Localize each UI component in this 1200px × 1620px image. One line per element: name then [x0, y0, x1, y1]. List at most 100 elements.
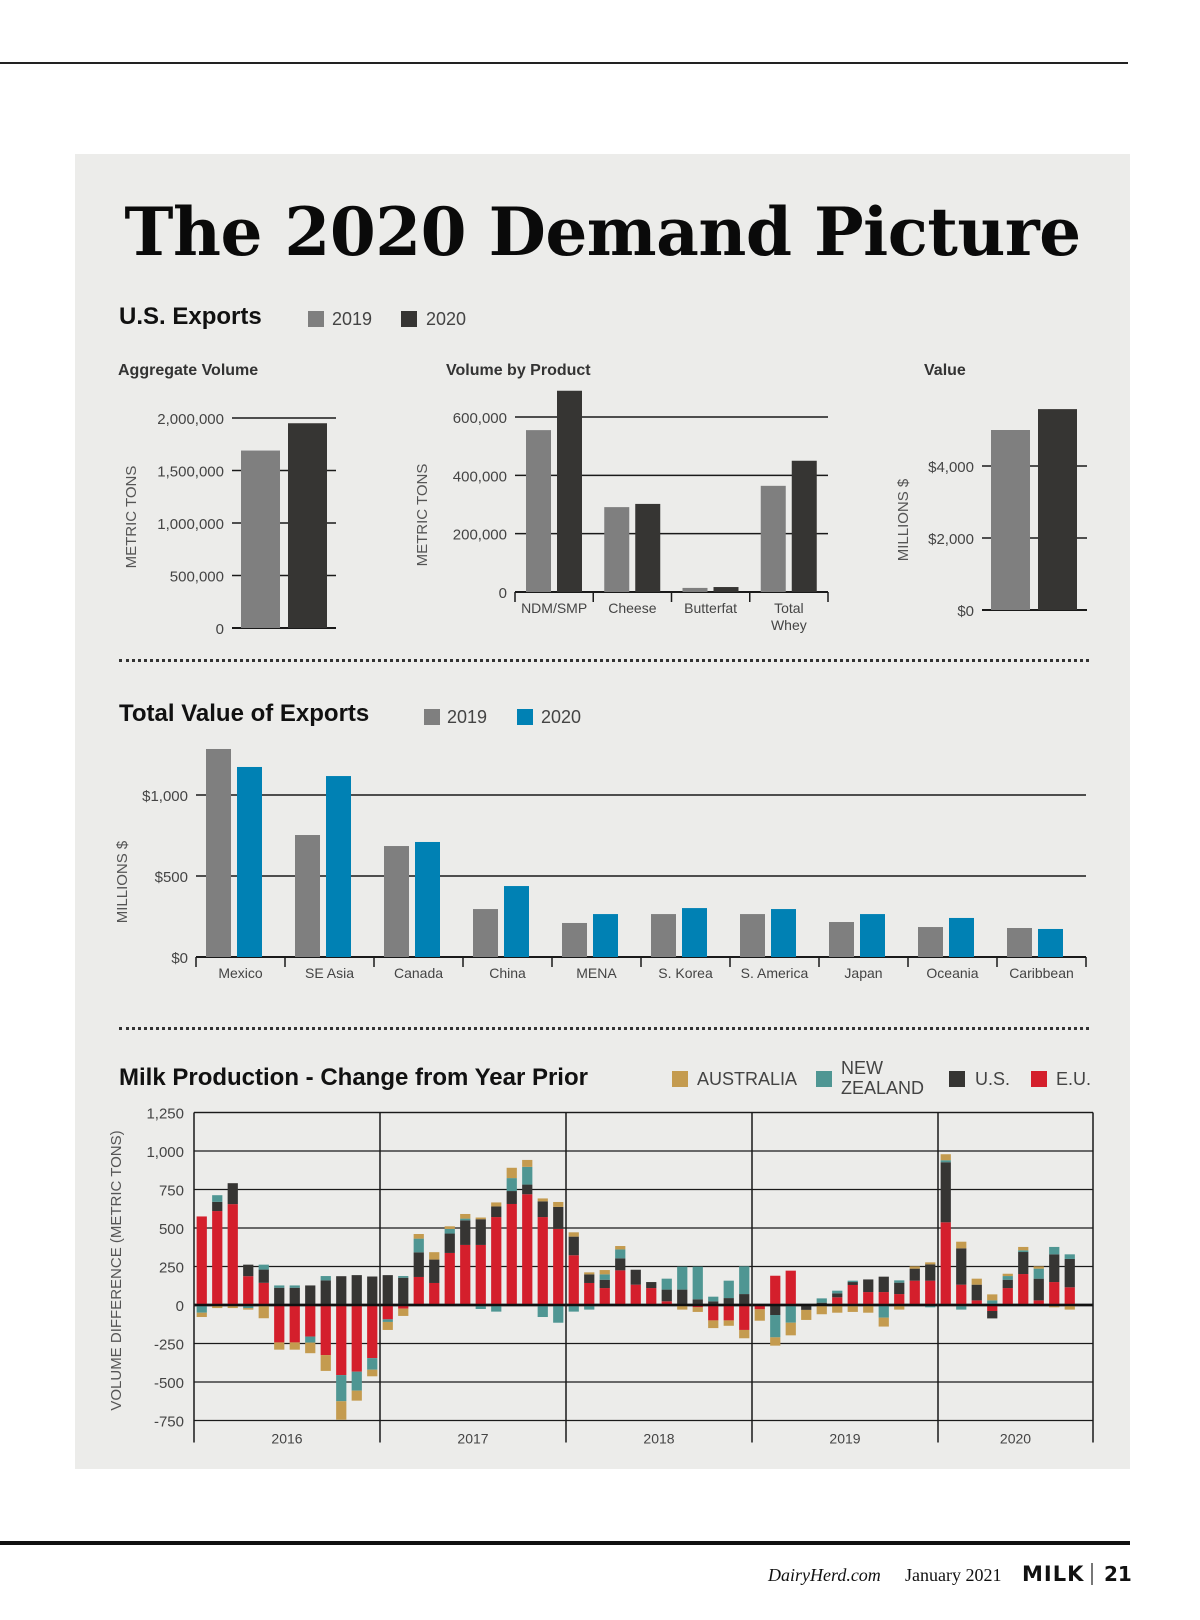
- bar-segment-u-s-: [739, 1294, 750, 1305]
- footer-separator: [1091, 1563, 1093, 1585]
- y-tick-label: 0: [176, 1298, 184, 1315]
- legend-label-new-zealand-line1: NEW: [841, 1058, 883, 1078]
- bar-segment-e-u-: [382, 1305, 393, 1320]
- bar-segment-new-zealand: [475, 1305, 486, 1310]
- x-tick-label: Whey: [771, 617, 807, 633]
- bar-segment-u-s-: [661, 1289, 672, 1302]
- bar-segment-australia: [243, 1308, 254, 1310]
- y-axis-title: METRIC TONS: [414, 464, 431, 567]
- bar-segment-e-u-: [956, 1284, 967, 1305]
- x-tick-label: NDM/SMP: [521, 600, 587, 616]
- bar-segment-australia: [1064, 1305, 1075, 1310]
- bar-2019: [241, 450, 280, 628]
- bar-segment-australia: [553, 1201, 564, 1207]
- y-tick-label: 200,000: [453, 527, 507, 544]
- bar-segment-new-zealand: [537, 1305, 548, 1318]
- bar-segment-u-s-: [646, 1282, 657, 1289]
- bar-segment-e-u-: [863, 1292, 874, 1305]
- bar-segment-e-u-: [351, 1305, 362, 1372]
- bar-segment-australia: [987, 1294, 998, 1301]
- bar-segment-u-s-: [289, 1287, 300, 1305]
- top-rule: [0, 62, 1128, 64]
- bar-segment-e-u-: [878, 1292, 889, 1305]
- bar-segment-u-s-: [398, 1277, 409, 1305]
- bar-segment-new-zealand: [444, 1228, 455, 1234]
- bar-2020-oceania: [949, 917, 974, 957]
- bar-segment-u-s-: [367, 1276, 378, 1305]
- y-tick-label: -500: [154, 1375, 184, 1392]
- bar-2019: [991, 430, 1030, 610]
- legend-swatch-new-zealand: [816, 1071, 832, 1087]
- bar-segment-e-u-: [754, 1305, 765, 1310]
- bar-segment-new-zealand: [723, 1280, 734, 1299]
- bar-segment-new-zealand: [522, 1166, 533, 1185]
- bar-segment-new-zealand: [987, 1300, 998, 1305]
- x-year-label: 2019: [829, 1431, 860, 1447]
- bar-segment-e-u-: [460, 1244, 471, 1305]
- bar-2019-butterfat: [682, 587, 708, 592]
- bar-segment-australia: [537, 1198, 548, 1202]
- bar-segment-e-u-: [475, 1244, 486, 1305]
- bar-segment-australia: [491, 1202, 502, 1207]
- legend-label-2019: 2019: [332, 309, 373, 329]
- bar-segment-u-s-: [475, 1219, 486, 1245]
- legend-swatch-2019: [308, 311, 324, 327]
- bar-segment-e-u-: [398, 1305, 409, 1309]
- bar-segment-new-zealand: [816, 1298, 827, 1303]
- bar-segment-e-u-: [537, 1217, 548, 1305]
- y-tick-label: 750: [159, 1183, 184, 1200]
- bar-segment-e-u-: [413, 1276, 424, 1305]
- bar-segment-new-zealand: [506, 1178, 517, 1192]
- y-tick-label: $2,000: [928, 531, 974, 548]
- bar-segment-new-zealand: [351, 1371, 362, 1391]
- bar-segment-e-u-: [1064, 1287, 1075, 1305]
- bar-segment-e-u-: [599, 1288, 610, 1305]
- bar-segment-e-u-: [630, 1284, 641, 1305]
- x-tick-label: Caribbean: [1009, 965, 1074, 981]
- bar-segment-new-zealand: [661, 1278, 672, 1290]
- footer-date: January 2021: [905, 1565, 1002, 1585]
- y-axis-title: MILLIONS $: [114, 840, 131, 923]
- bar-2020-cheese: [635, 503, 661, 592]
- bar-2020-se-asia: [326, 776, 351, 957]
- milk-production-title: Milk Production - Change from Year Prior: [119, 1064, 588, 1091]
- footer-site[interactable]: DairyHerd.com: [768, 1565, 881, 1585]
- bar-segment-e-u-: [847, 1284, 858, 1305]
- bar-segment-u-s-: [630, 1269, 641, 1285]
- bar-segment-u-s-: [940, 1162, 951, 1223]
- bar-segment-australia: [770, 1337, 781, 1346]
- bar-segment-australia: [971, 1278, 982, 1285]
- bar-2020-caribbean: [1038, 928, 1063, 957]
- bar-segment-u-s-: [537, 1201, 548, 1218]
- legend-label-2020: 2020: [541, 707, 582, 727]
- bar-segment-u-s-: [336, 1276, 347, 1305]
- bar-segment-e-u-: [289, 1305, 300, 1343]
- bar-segment-new-zealand: [847, 1280, 858, 1283]
- bar-segment-australia: [909, 1266, 920, 1269]
- bar-2019-cheese: [604, 507, 630, 592]
- bar-segment-australia: [382, 1321, 393, 1330]
- bar-segment-new-zealand: [460, 1218, 471, 1221]
- bar-segment-e-u-: [1049, 1282, 1060, 1305]
- y-tick-label: 500: [159, 1221, 184, 1238]
- footer-rule: [0, 1541, 1130, 1545]
- bar-segment-australia: [677, 1305, 688, 1310]
- bar-segment-australia: [413, 1234, 424, 1239]
- bar-segment-new-zealand: [940, 1160, 951, 1163]
- y-tick-label: -250: [154, 1337, 184, 1354]
- bar-2020-butterfat: [713, 587, 739, 592]
- x-tick-label: Canada: [394, 965, 443, 981]
- bar-segment-australia: [739, 1329, 750, 1339]
- aggregate-volume-title: Aggregate Volume: [118, 362, 259, 379]
- y-tick-label: 1,500,000: [157, 464, 224, 481]
- bar-segment-u-s-: [1018, 1252, 1029, 1275]
- bar-2019-s-america: [740, 914, 765, 957]
- bar-segment-australia: [723, 1320, 734, 1326]
- bar-segment-new-zealand: [1064, 1254, 1075, 1259]
- bar-segment-new-zealand: [1002, 1276, 1013, 1280]
- bar-segment-new-zealand: [398, 1276, 409, 1278]
- bar-2019-ndm-smp: [526, 430, 551, 592]
- bar-segment-u-s-: [971, 1284, 982, 1301]
- bar-segment-u-s-: [444, 1233, 455, 1253]
